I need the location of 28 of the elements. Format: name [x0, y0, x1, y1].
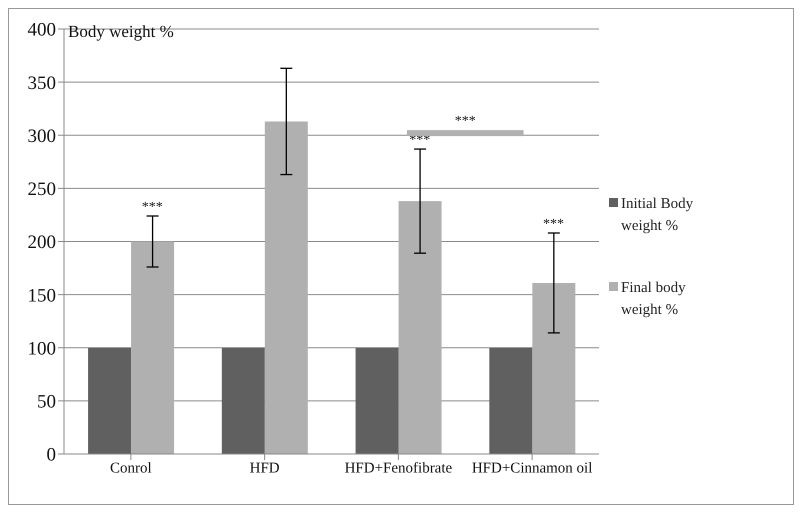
y-tick-label: 150	[28, 285, 56, 306]
y-tick-label: 0	[46, 444, 56, 466]
x-tick-label: Conrol	[110, 460, 152, 477]
bar	[489, 348, 532, 454]
annotation: ***	[543, 217, 564, 232]
x-tick-label: HFD	[250, 460, 280, 477]
bar	[264, 121, 308, 454]
annotation: ***	[454, 114, 476, 130]
y-tick-label: 350	[28, 72, 56, 94]
legend-label: Initial Body weight %	[621, 194, 694, 236]
bar	[356, 348, 399, 454]
y-tick-label: 400	[28, 20, 56, 41]
annotation: ***	[409, 133, 430, 148]
y-tick-label: 250	[28, 179, 56, 200]
y-tick-label: 100	[28, 338, 56, 360]
x-tick-label: HFD+Cinnamon oil	[472, 460, 592, 477]
y-tick-label: 200	[28, 232, 56, 254]
legend-label: Final body weight %	[621, 278, 687, 320]
bar	[222, 348, 265, 454]
y-axis-title: Body weight %	[68, 22, 174, 41]
annotation: ***	[142, 200, 163, 215]
bar	[88, 348, 132, 454]
y-tick-label: 300	[28, 126, 56, 147]
bar	[398, 201, 442, 454]
x-tick-label: HFD+Fenofibrate	[344, 460, 453, 477]
y-tick-label: 50	[37, 392, 56, 413]
bar	[532, 282, 576, 454]
bar	[131, 242, 174, 454]
